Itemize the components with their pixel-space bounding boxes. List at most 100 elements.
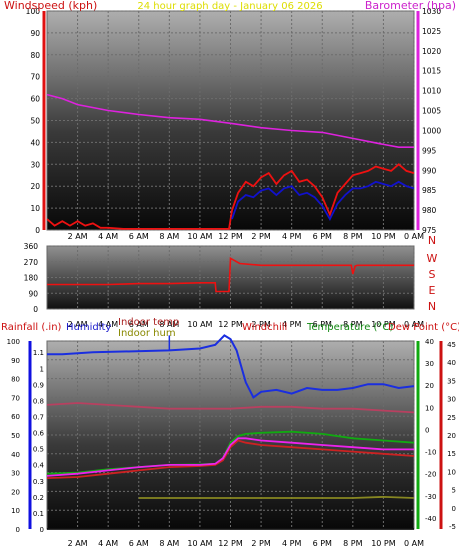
temperature-tick-label: 40 — [425, 338, 434, 346]
wind-tick-label: 60 — [30, 95, 40, 104]
x-tick-label: 8 PM — [343, 232, 362, 241]
compass-label: W — [427, 252, 438, 265]
x-tick-label: 6 PM — [313, 320, 332, 329]
baro-axis-label: Barometer (hpa) — [365, 0, 456, 12]
x-tick-label: 8 PM — [343, 539, 362, 548]
humidity-tick-label: 30 — [11, 470, 20, 478]
humidity-tick-label: 10 — [11, 507, 20, 515]
wind-tick-label: 10 — [30, 204, 40, 213]
x-tick-label: 2 AM — [68, 320, 88, 329]
dewpoint-tick-label: 15 — [447, 450, 456, 458]
x-tick-label: 4 PM — [282, 320, 301, 329]
x-tick-label: 0 AM — [404, 232, 424, 241]
baro-tick-label: 1020 — [422, 47, 441, 56]
series-line-wind-direction — [47, 256, 414, 293]
x-tick-label: 4 AM — [98, 539, 118, 548]
baro-tick-label: 1010 — [422, 87, 441, 96]
x-tick-label: 6 AM — [129, 320, 149, 329]
x-tick-label: 2 AM — [68, 232, 88, 241]
dewpoint-tick-label: 25 — [447, 414, 456, 422]
wind-tick-label: 80 — [30, 51, 40, 60]
legend-temperature: Temperature (°C) — [306, 322, 393, 333]
series-line-humidity — [47, 334, 415, 399]
x-tick-label: 2 PM — [251, 232, 270, 241]
x-tick-label: 8 AM — [159, 539, 179, 548]
temp-hum-panel: 010203040506070809010000.10.20.30.40.50.… — [1, 317, 459, 548]
series-line-windspeed-avg-kph — [231, 180, 415, 222]
baro-tick-label: 1015 — [422, 67, 441, 76]
x-tick-label: 10 AM — [187, 539, 212, 548]
dewpoint-tick-label: 0 — [452, 505, 456, 513]
x-tick-label: 6 AM — [129, 232, 149, 241]
baro-tick-label: 1005 — [422, 107, 441, 116]
baro-tick-label: 985 — [422, 186, 437, 195]
rainfall-tick-label: 0.1 — [33, 510, 44, 518]
baro-tick-label: 980 — [422, 206, 437, 215]
x-tick-label: 4 AM — [98, 232, 118, 241]
wind-axis-label: Windspeed (kph) — [4, 0, 97, 12]
x-tick-label: 0 AM — [404, 539, 424, 548]
dewpoint-tick-label: 20 — [447, 432, 456, 440]
x-tick-label: 0 AM — [404, 320, 424, 329]
humidity-tick-label: 60 — [11, 413, 20, 421]
direction-tick-label: 180 — [24, 274, 39, 283]
x-tick-label: 2 PM — [251, 539, 270, 548]
humidity-tick-label: 40 — [11, 451, 20, 459]
series-line-windspeed-kph — [46, 163, 415, 230]
compass-label: N — [428, 300, 436, 313]
temperature-tick-label: 30 — [425, 360, 434, 368]
graph-title: 24 hour graph day - January 06 2026 — [137, 1, 322, 12]
humidity-tick-label: 70 — [11, 394, 20, 402]
rainfall-tick-label: 0.2 — [33, 494, 44, 502]
dewpoint-tick-label: 35 — [447, 377, 456, 385]
dewpoint-tick-label: -5 — [449, 523, 456, 531]
direction-tick-label: 270 — [24, 258, 39, 267]
compass-label: E — [429, 284, 436, 297]
baro-tick-label: 1030 — [422, 7, 441, 16]
temperature-tick-label: 10 — [425, 404, 434, 412]
legend-windchill: Windchill — [242, 322, 287, 333]
x-tick-label: 2 AM — [68, 539, 88, 548]
temperature-tick-label: -30 — [425, 493, 436, 501]
humidity-tick-label: 0 — [16, 526, 20, 534]
x-tick-label: 8 AM — [159, 232, 179, 241]
temperature-tick-label: -20 — [425, 471, 436, 479]
x-tick-label: 10 PM — [371, 539, 396, 548]
rainfall-tick-label: 0.8 — [33, 397, 44, 405]
baro-tick-label: 995 — [422, 146, 437, 155]
rainfall-tick-label: 0.5 — [33, 446, 44, 454]
temperature-tick-label: 20 — [425, 382, 434, 390]
rainfall-tick-label: 1.1 — [33, 349, 44, 357]
rainfall-tick-label: 0 — [40, 526, 44, 534]
wind-tick-label: 40 — [30, 138, 40, 147]
x-tick-label: 12 PM — [218, 320, 243, 329]
temperature-tick-label: -40 — [425, 515, 436, 523]
legend-indoor-temp: Indoor temp — [118, 317, 179, 328]
wind-tick-label: 20 — [30, 182, 40, 191]
wind-baro-panel: 0102030405060708090100975980985990995100… — [4, 0, 456, 241]
wind-tick-label: 0 — [35, 226, 40, 235]
x-tick-label: 6 PM — [313, 539, 332, 548]
legend-dewpoint: Dew Point (°C) — [388, 322, 459, 333]
x-tick-label: 8 AM — [159, 320, 179, 329]
wind-tick-label: 30 — [30, 160, 40, 169]
wind-tick-label: 90 — [30, 29, 40, 38]
dewpoint-tick-label: 40 — [447, 359, 456, 367]
legend-humidity: Humidity — [66, 322, 111, 333]
baro-tick-label: 1025 — [422, 27, 441, 36]
humidity-tick-label: 20 — [11, 488, 20, 496]
x-tick-label: 10 AM — [187, 320, 212, 329]
humidity-tick-label: 80 — [11, 376, 20, 384]
rainfall-tick-label: 0.6 — [33, 430, 45, 438]
x-tick-label: 12 PM — [218, 232, 243, 241]
x-tick-label: 8 PM — [343, 320, 362, 329]
x-tick-label: 10 PM — [371, 320, 396, 329]
x-tick-label: 6 PM — [313, 232, 332, 241]
humidity-tick-label: 100 — [7, 338, 20, 346]
rainfall-tick-label: 1 — [40, 365, 44, 373]
legend-rainfall: Rainfall (.in) — [1, 322, 62, 333]
compass-label: S — [429, 268, 436, 281]
wind-tick-label: 100 — [26, 7, 41, 16]
wind-tick-label: 50 — [30, 117, 40, 126]
